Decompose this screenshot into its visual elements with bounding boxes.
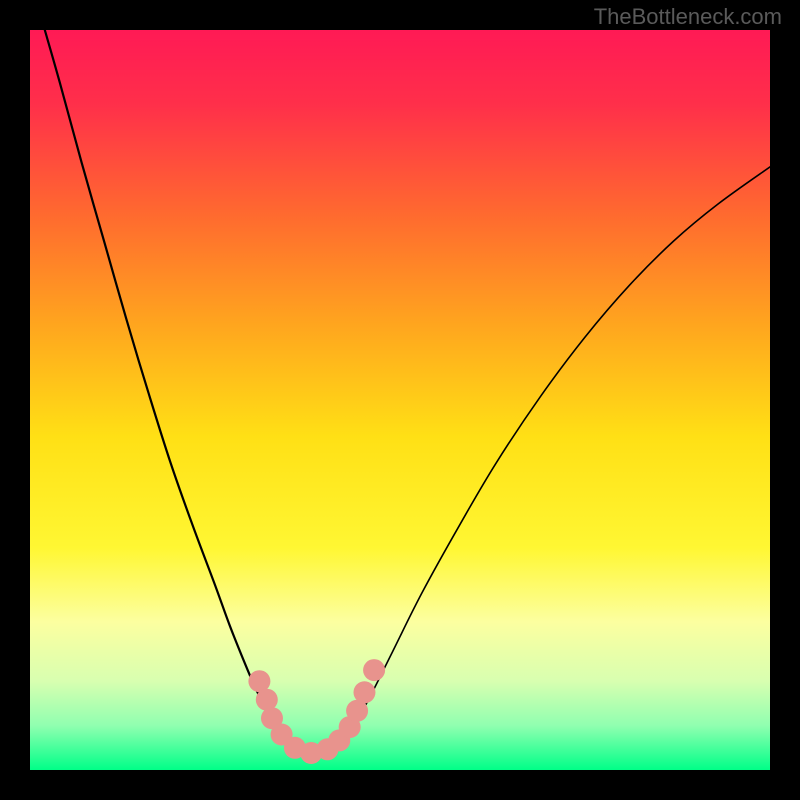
data-marker: [363, 659, 385, 681]
data-marker: [256, 689, 278, 711]
watermark-text: TheBottleneck.com: [594, 4, 782, 30]
plot-area: [30, 30, 770, 770]
chart-frame: TheBottleneck.com: [0, 0, 800, 800]
data-marker: [353, 681, 375, 703]
gradient-background: [30, 30, 770, 770]
chart-svg: [30, 30, 770, 770]
